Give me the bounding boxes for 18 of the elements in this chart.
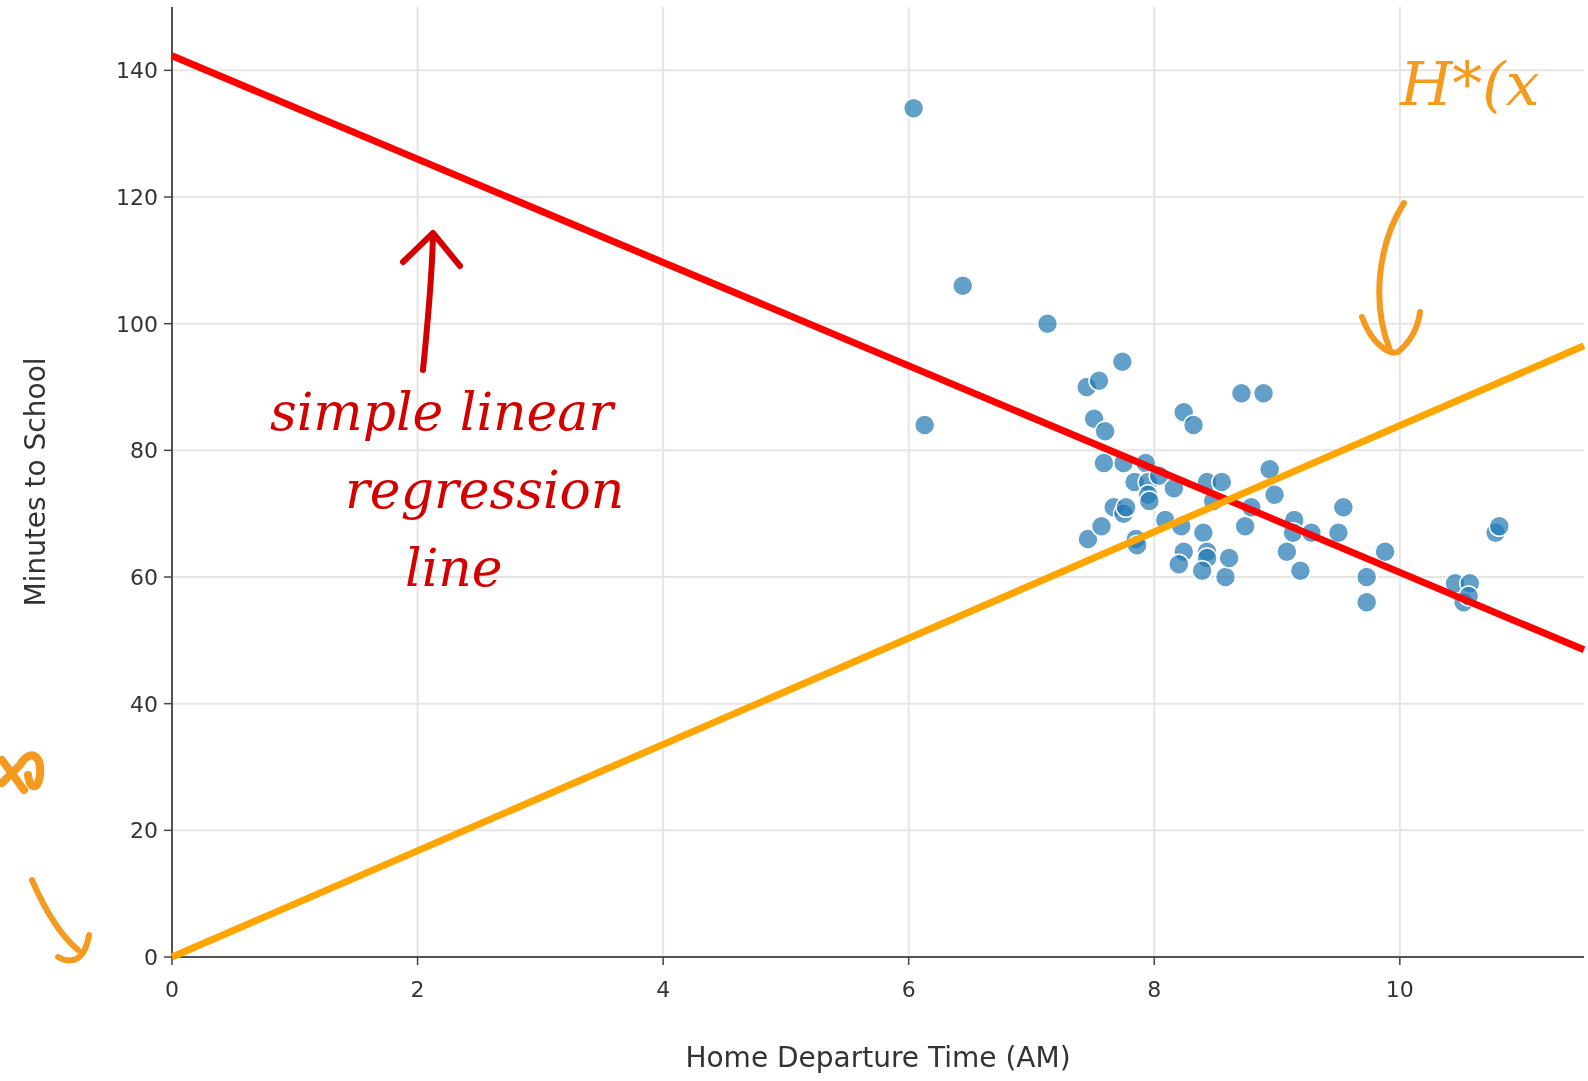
y-tick-label: 20 bbox=[130, 818, 158, 844]
x-tick-label: 6 bbox=[901, 977, 916, 1002]
x-tick-label: 2 bbox=[410, 977, 425, 1002]
x-tick-label: 0 bbox=[165, 977, 179, 1002]
y-tick-label: 80 bbox=[130, 438, 158, 464]
y-tick-label: 100 bbox=[116, 311, 158, 337]
y-axis-title: Minutes to School bbox=[19, 357, 52, 607]
y-tick-label: 120 bbox=[116, 185, 158, 210]
x-tick-label: 8 bbox=[1147, 977, 1162, 1002]
y-tick-label: 40 bbox=[130, 691, 158, 717]
annotation: H*(x bbox=[1399, 49, 1540, 119]
y-tick-label: 60 bbox=[130, 565, 158, 590]
x-axis-title: Home Departure Time (AM) bbox=[685, 1041, 1071, 1074]
annotation: simple linear regression line bbox=[270, 382, 625, 598]
x-tick-label: 10 bbox=[1385, 977, 1414, 1002]
y-tick-label: 140 bbox=[116, 58, 158, 84]
y-tick-label: 0 bbox=[144, 945, 158, 970]
x-tick-label: 4 bbox=[656, 977, 671, 1002]
